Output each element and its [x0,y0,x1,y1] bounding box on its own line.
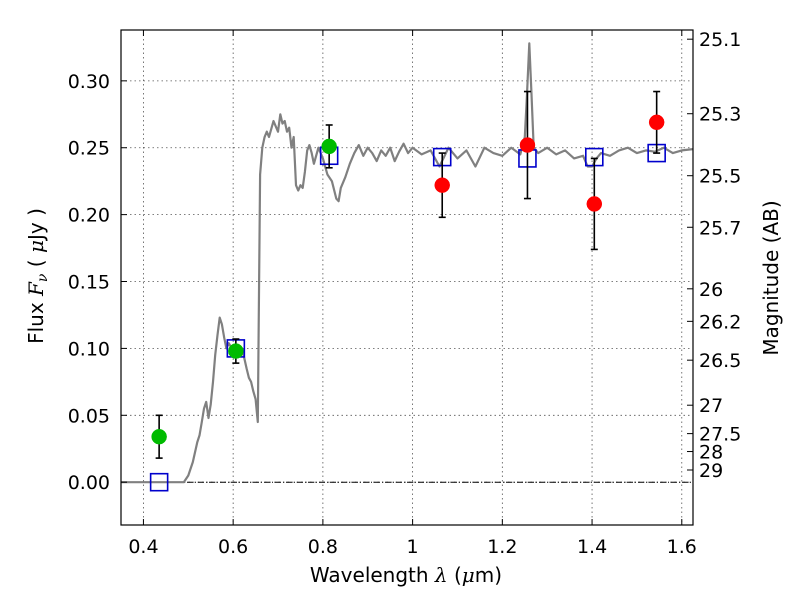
y-tick-label: 0.10 [68,338,110,360]
secondary-y-axis-title: Magnitude (AB) [759,200,783,355]
x-tick-label: 1.4 [577,536,607,558]
x-tick-label: 1.2 [487,536,517,558]
x-axis-title-unit-rest: m) [475,563,502,587]
mag-tick-label: 26.5 [699,350,741,372]
y-axis-title-prefix: Flux [24,296,48,344]
optical-data-point [321,138,337,155]
y-axis-title-unit-mu: μ [24,240,48,253]
axis-ticks: 0.4 0.6 0.8 1 1.2 1.4 1.6 0.00 0.05 0.10 0.15 0.20 0… [68,29,742,558]
mag-tick-label: 26.2 [699,311,741,333]
x-tick-label: 1 [407,536,419,558]
mag-tick-label: 29 [699,460,723,482]
model-photometry-square [149,472,169,492]
mag-tick-label: 25.5 [699,166,741,188]
y-tick-label: 0.25 [68,138,110,160]
x-tick-label: 0.6 [218,536,248,558]
x-tick-label: 1.6 [667,536,697,558]
mag-tick-label: 27 [699,395,723,417]
plot-area [121,42,693,492]
y-tick-label: 0.00 [68,472,110,494]
mag-tick-label: 25.7 [699,217,741,239]
mag-tick-label: 25.3 [699,104,741,126]
grid-lines [121,30,693,525]
y-tick-label: 0.05 [68,405,110,427]
y-tick-label: 0.20 [68,205,110,227]
mag-tick-label: 26 [699,279,723,301]
y-tick-label: 0.30 [68,71,110,93]
nir-data-point [519,137,536,153]
x-tick-label: 0.8 [308,536,338,558]
optical-data-point [151,428,167,445]
x-axis-title-unit-open: ( [448,563,462,587]
x-axis-title-symbol: λ [434,563,448,587]
optical-data-point [228,343,244,359]
mag-tick-label: 25.1 [699,29,741,51]
x-axis-title-prefix: Wavelength [310,563,435,587]
x-axis-title: Wavelength λ (μm) [310,563,502,587]
y-axis-title-symbol: F [24,281,48,297]
mag-tick-label: 27.5 [699,424,741,446]
plot-frame [120,29,694,526]
model-spectrum-line [121,42,693,484]
x-tick-label: 0.4 [128,536,158,558]
y-axis-title-unit-open: ( [24,253,48,274]
y-axis-title-subscript: ν [35,273,51,282]
nir-data-point [586,196,603,212]
nir-data-point [434,177,450,193]
y-tick-label: 0.15 [68,272,110,294]
y-axis-title: Flux Fν ( μJy ) [24,208,51,344]
mag-tick-label: 28 [699,442,723,464]
x-axis-title-unit-mu: μ [462,563,475,587]
nir-data-point [648,114,665,131]
y-axis-title-unit-rest: Jy ) [24,208,48,242]
